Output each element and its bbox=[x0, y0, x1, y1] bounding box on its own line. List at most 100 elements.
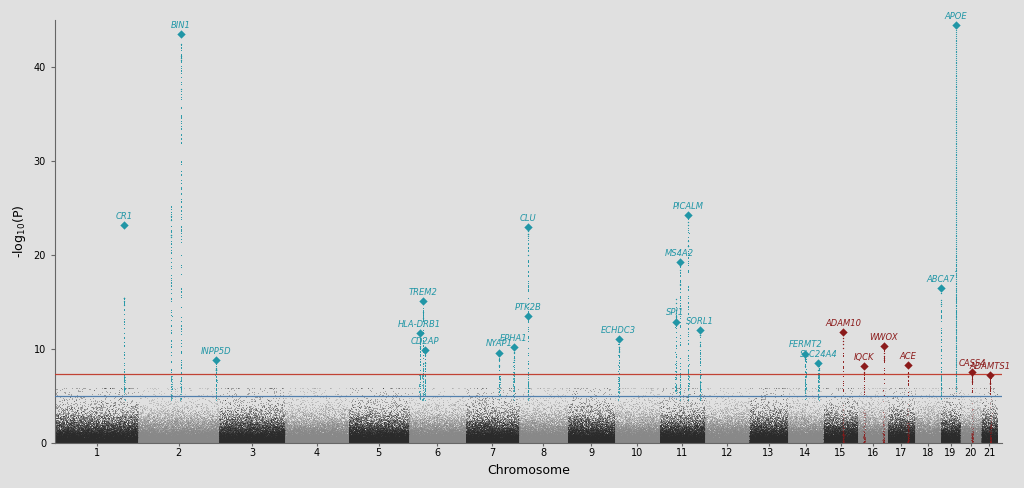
Point bbox=[874, 427, 891, 434]
Point bbox=[617, 429, 634, 437]
Point bbox=[273, 401, 290, 408]
Point bbox=[887, 438, 903, 446]
Point bbox=[578, 385, 594, 392]
Point bbox=[986, 437, 1002, 445]
Point bbox=[478, 410, 495, 418]
Point bbox=[134, 435, 151, 443]
Point bbox=[70, 429, 86, 437]
Point bbox=[314, 431, 331, 439]
Point bbox=[213, 439, 229, 447]
Point bbox=[931, 438, 947, 446]
Point bbox=[198, 418, 214, 426]
Point bbox=[942, 433, 958, 441]
Point bbox=[575, 438, 592, 446]
Point bbox=[567, 431, 584, 439]
Point bbox=[777, 430, 794, 438]
Point bbox=[912, 409, 929, 417]
Point bbox=[135, 437, 152, 445]
Point bbox=[844, 438, 860, 446]
Point bbox=[375, 438, 391, 446]
Point bbox=[866, 438, 883, 446]
Point bbox=[828, 432, 845, 440]
Point bbox=[750, 428, 766, 436]
Point bbox=[672, 285, 688, 292]
Point bbox=[675, 423, 691, 431]
Point bbox=[630, 433, 646, 441]
Point bbox=[150, 416, 166, 424]
Point bbox=[482, 389, 499, 397]
Point bbox=[876, 436, 892, 444]
Point bbox=[634, 427, 650, 435]
Point bbox=[310, 437, 327, 445]
Point bbox=[624, 432, 640, 440]
Point bbox=[808, 434, 824, 442]
Point bbox=[261, 431, 278, 439]
Point bbox=[642, 432, 658, 440]
Point bbox=[408, 437, 424, 445]
Point bbox=[803, 438, 819, 446]
Point bbox=[468, 434, 484, 442]
Point bbox=[145, 435, 162, 443]
Point bbox=[968, 436, 984, 444]
Point bbox=[569, 436, 586, 444]
Point bbox=[762, 432, 778, 440]
Point bbox=[602, 438, 618, 446]
Point bbox=[350, 433, 367, 441]
Point bbox=[401, 435, 418, 443]
Point bbox=[783, 433, 800, 441]
Point bbox=[935, 424, 951, 431]
Point bbox=[885, 433, 901, 441]
Point bbox=[355, 438, 372, 446]
Point bbox=[651, 419, 668, 427]
Point bbox=[732, 429, 749, 437]
Point bbox=[616, 424, 633, 431]
Point bbox=[271, 434, 288, 442]
Point bbox=[378, 432, 394, 440]
Point bbox=[232, 435, 249, 443]
Point bbox=[831, 436, 848, 444]
Point bbox=[694, 437, 711, 445]
Point bbox=[812, 439, 828, 447]
Point bbox=[793, 439, 809, 447]
Point bbox=[315, 422, 332, 429]
Point bbox=[977, 414, 993, 422]
Point bbox=[899, 431, 915, 439]
Point bbox=[911, 437, 928, 445]
Point bbox=[384, 438, 400, 446]
Point bbox=[540, 438, 556, 446]
Point bbox=[893, 432, 909, 440]
Point bbox=[213, 433, 229, 441]
Point bbox=[794, 412, 810, 420]
Point bbox=[340, 439, 356, 447]
Point bbox=[547, 430, 563, 438]
Point bbox=[961, 435, 977, 443]
Point bbox=[432, 435, 449, 443]
Point bbox=[126, 430, 142, 438]
Point bbox=[748, 435, 764, 443]
Point bbox=[629, 418, 645, 426]
Point bbox=[335, 438, 351, 446]
Point bbox=[668, 431, 684, 439]
Point bbox=[794, 437, 810, 445]
Point bbox=[667, 433, 683, 441]
Point bbox=[406, 431, 422, 439]
Point bbox=[964, 434, 980, 442]
Point bbox=[173, 394, 189, 402]
Point bbox=[637, 405, 653, 412]
Point bbox=[494, 422, 510, 429]
Point bbox=[411, 390, 427, 398]
Point bbox=[566, 434, 583, 442]
Point bbox=[680, 437, 696, 445]
Point bbox=[801, 438, 817, 446]
Point bbox=[148, 438, 165, 446]
Point bbox=[391, 433, 408, 441]
Point bbox=[282, 432, 298, 440]
Point bbox=[834, 427, 850, 435]
Point bbox=[731, 436, 748, 444]
Point bbox=[455, 429, 471, 437]
Point bbox=[841, 433, 857, 441]
Point bbox=[972, 439, 988, 447]
Point bbox=[571, 437, 588, 445]
Point bbox=[928, 429, 944, 437]
Point bbox=[720, 437, 736, 445]
